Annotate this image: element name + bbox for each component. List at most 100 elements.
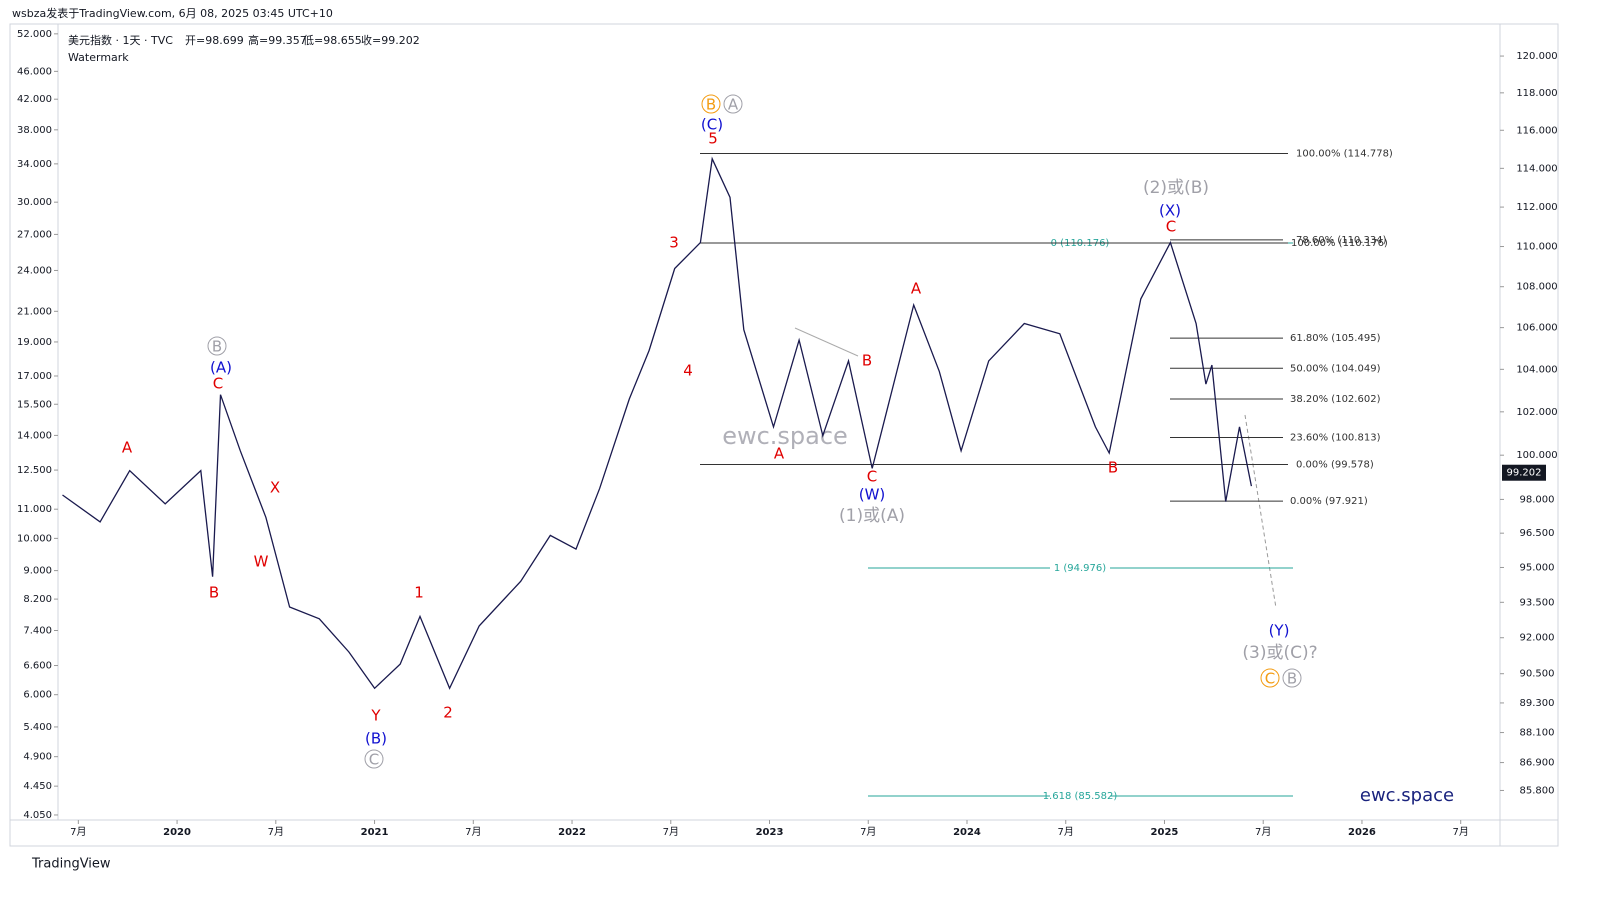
- wave-label: (C): [701, 116, 723, 134]
- y-tick-label: 86.900: [1520, 758, 1555, 769]
- fib-label: 50.00% (104.049): [1290, 363, 1381, 374]
- wave-label: A: [122, 439, 133, 457]
- wave-label: 4: [683, 362, 693, 380]
- x-tick-label: 2020: [163, 827, 191, 838]
- fib-label: 78.60% (110.334): [1296, 235, 1387, 246]
- projection-arrow: [1244, 414, 1277, 609]
- y-tick-label: 90.500: [1520, 669, 1555, 680]
- header: wsbza发表于TradingView.com, 6月 08, 2025 03:…: [12, 6, 333, 20]
- wave-label: B: [1108, 459, 1118, 477]
- y2-tick-label: 34.000: [17, 159, 52, 170]
- wave-label: (B): [365, 730, 387, 748]
- fib-label: 0.00% (99.578): [1296, 459, 1374, 470]
- x-tick-label: 2024: [953, 827, 981, 838]
- legend-symbol: 美元指数 · 1天 · TVC: [68, 33, 173, 47]
- wave-label: B: [212, 338, 222, 356]
- wave-label: 1: [414, 584, 424, 602]
- legend-open: 开=98.699: [185, 34, 244, 47]
- y2-tick-label: 4.450: [23, 781, 52, 792]
- wave-label: Y: [370, 707, 381, 725]
- watermark: ewc.space: [1360, 785, 1454, 806]
- x-tick-label: 7月: [465, 826, 481, 838]
- wave-label: 2: [443, 704, 453, 722]
- wave-label: B: [862, 352, 872, 370]
- wave-label: (Y): [1269, 622, 1290, 640]
- y-tick-label: 92.000: [1520, 633, 1555, 644]
- y-tick-label: 89.300: [1520, 698, 1555, 709]
- fib-label: 0.00% (97.921): [1290, 496, 1368, 507]
- y2-tick-label: 30.000: [17, 197, 52, 208]
- fib-label: 1 (94.976): [1054, 563, 1106, 574]
- last-price-label: 99.202: [1507, 468, 1542, 479]
- wave-label: (3)或(C)?: [1242, 643, 1317, 663]
- y-tick-label: 110.000: [1516, 242, 1557, 253]
- wave-label: 3: [669, 234, 679, 252]
- y2-tick-label: 8.200: [23, 594, 52, 605]
- y-tick-label: 104.000: [1516, 364, 1557, 375]
- fib-label: 1.618 (85.582): [1043, 791, 1118, 802]
- x-tick-label: 7月: [1453, 826, 1469, 838]
- wave-label: A: [911, 280, 922, 298]
- y-tick-label: 116.000: [1516, 125, 1557, 136]
- wave-label: X: [270, 479, 280, 497]
- y2-tick-label: 12.500: [17, 465, 52, 476]
- y-tick-label: 88.100: [1520, 728, 1555, 739]
- fib-label: 100.00% (114.778): [1296, 148, 1393, 159]
- x-tick-label: 7月: [70, 826, 86, 838]
- trend-line: [794, 327, 859, 357]
- y2-tick-label: 7.400: [23, 626, 52, 637]
- wave-label: B: [706, 96, 716, 114]
- wave-label: C: [369, 751, 379, 769]
- fib-label: 23.60% (100.813): [1290, 432, 1381, 443]
- x-tick-label: 2025: [1151, 827, 1179, 838]
- legend-low: 低=98.655: [303, 34, 362, 47]
- y2-tick-label: 11.000: [17, 504, 52, 515]
- x-tick-label: 7月: [268, 826, 284, 838]
- y2-tick-label: 24.000: [17, 265, 52, 276]
- y2-tick-label: 52.000: [17, 29, 52, 40]
- y2-tick-label: 14.000: [17, 430, 52, 441]
- y2-tick-label: 17.000: [17, 371, 52, 382]
- wave-label: (2)或(B): [1143, 178, 1209, 198]
- y2-tick-label: 10.000: [17, 533, 52, 544]
- y-tick-label: 96.500: [1520, 528, 1555, 539]
- y-tick-label: 120.000: [1516, 51, 1557, 62]
- fib-label: 38.20% (102.602): [1290, 394, 1381, 405]
- y-tick-label: 118.000: [1516, 88, 1557, 99]
- y2-tick-label: 27.000: [17, 229, 52, 240]
- y2-tick-label: 46.000: [17, 66, 52, 77]
- y2-tick-label: 4.900: [23, 752, 52, 763]
- wave-label: W: [254, 553, 269, 571]
- y2-tick-label: 5.400: [23, 722, 52, 733]
- y-tick-label: 102.000: [1516, 407, 1557, 418]
- wave-labels: B A (C) 5 3 4 (2)或(B) (X) C A B A C (W) …: [122, 94, 1318, 769]
- y-tick-label: 106.000: [1516, 323, 1557, 334]
- wave-label: C: [867, 468, 877, 486]
- y2-tick-label: 4.050: [23, 810, 52, 821]
- circle: [723, 94, 743, 114]
- wave-label: B: [1287, 670, 1297, 688]
- y2-tick-label: 19.000: [17, 337, 52, 348]
- legend-close: 收=99.202: [361, 33, 420, 47]
- y-tick-label: 112.000: [1516, 202, 1557, 213]
- wave-label: C: [1166, 218, 1176, 236]
- wave-label: (W): [859, 486, 886, 504]
- fib-label-bg: [1050, 562, 1110, 575]
- legend-watermark: Watermark: [68, 51, 129, 64]
- fib-label: 100.00% (110.176): [1291, 238, 1388, 249]
- x-tick-label: 7月: [1058, 826, 1074, 838]
- last-price-box: [1502, 464, 1546, 481]
- wave-label: A: [774, 445, 785, 463]
- wave-label: (A): [210, 359, 232, 377]
- y2-tick-label: 42.000: [17, 94, 52, 105]
- x-tick-label: 2023: [756, 827, 784, 838]
- price-line: [62, 156, 1253, 690]
- y-tick-label: 95.000: [1520, 562, 1555, 573]
- wave-label: A: [728, 96, 739, 114]
- circle: [701, 94, 721, 114]
- y2-tick-label: 6.600: [23, 661, 52, 672]
- x-tick-label: 7月: [860, 826, 876, 838]
- x-tick-label: 2021: [361, 827, 389, 838]
- wave-label: C: [1265, 670, 1275, 688]
